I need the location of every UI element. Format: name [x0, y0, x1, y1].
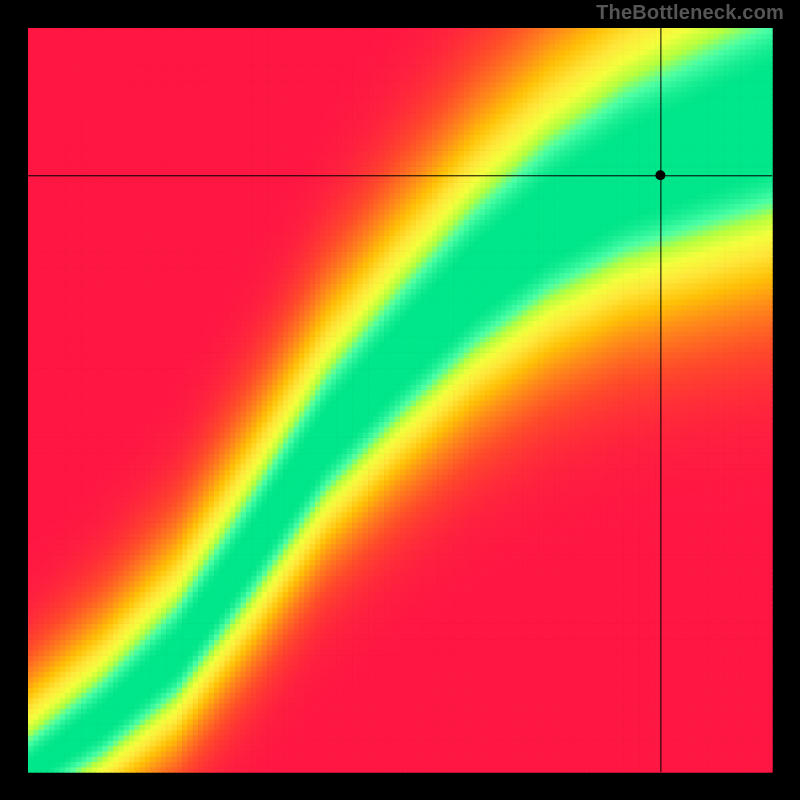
watermark-text: TheBottleneck.com	[596, 2, 784, 25]
bottleneck-heatmap	[0, 0, 800, 800]
